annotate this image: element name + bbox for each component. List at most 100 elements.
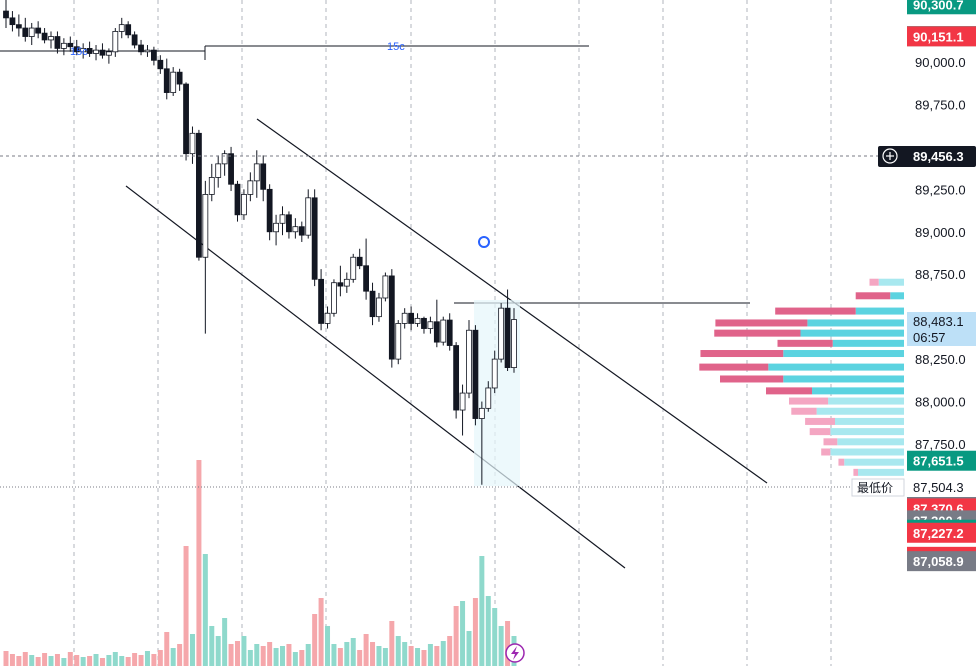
volume-bar-18	[119, 656, 125, 666]
candle-79	[511, 308, 517, 373]
lowest-price-tag-text: 最低价	[857, 481, 893, 495]
candle-65	[421, 316, 427, 334]
volume-bar-74	[479, 556, 485, 666]
volume-bar-6	[42, 653, 48, 666]
volume-bar-58	[376, 646, 382, 666]
volume-bar-7	[48, 656, 54, 666]
candle-55	[356, 248, 363, 270]
volume-bar-45	[292, 652, 298, 666]
profile-buy-2	[855, 307, 904, 315]
profile-sell-15	[821, 448, 831, 456]
profile-sell-8	[720, 375, 784, 383]
profile-sell-9	[766, 387, 812, 395]
profile-buy-10	[828, 397, 904, 405]
candle-40	[260, 155, 267, 202]
candle-21	[138, 39, 144, 56]
candle-17	[112, 28, 119, 57]
svg-text:87,227.2: 87,227.2	[913, 526, 964, 541]
volume-bar-70	[453, 606, 459, 666]
candle-9	[60, 38, 67, 56]
profile-sell-10	[789, 397, 829, 405]
candle-71	[459, 384, 466, 436]
y-tick-label-3: 89,000.0	[915, 225, 966, 240]
crosshair-price-label[interactable]: 89,456.3	[878, 146, 976, 167]
candle-66	[427, 316, 434, 334]
svg-text:90,300.7: 90,300.7	[913, 0, 964, 12]
candle-62	[401, 308, 408, 329]
candle-36	[234, 180, 241, 222]
volume-profile	[699, 278, 904, 487]
profile-sell-5	[777, 339, 833, 347]
volume-bar-9	[61, 658, 67, 666]
price-lines	[0, 155, 905, 488]
profile-buy-16	[844, 458, 904, 466]
volume-bar-29	[189, 634, 195, 666]
profile-buy-7	[768, 363, 904, 371]
profile-sell-7	[699, 363, 769, 371]
volume-bar-5	[35, 657, 41, 666]
profile-sell-14	[823, 438, 838, 446]
volume-bar-66	[427, 644, 433, 666]
candle-2	[15, 14, 22, 37]
candle-58	[376, 292, 382, 322]
candle-11	[73, 39, 80, 56]
volume-bar-43	[280, 646, 286, 666]
volume-bars	[3, 460, 517, 666]
price-axis[interactable]: 90,000.0 89,750.0 89,250.0 89,000.0 88,750.0…	[878, 0, 976, 666]
volume-bar-59	[382, 648, 388, 666]
volume-bar-35	[228, 644, 234, 666]
candle-16	[105, 48, 112, 64]
profile-buy-14	[837, 438, 904, 446]
profile-sell-16	[838, 458, 845, 466]
candle-60	[388, 269, 395, 368]
candle-4	[28, 22, 35, 46]
volume-bar-21	[138, 655, 144, 666]
profile-sell-4	[714, 329, 801, 337]
candle-31	[202, 180, 209, 334]
lowest-price-label: 87,504.3	[907, 477, 976, 497]
candle-37	[241, 189, 247, 220]
volume-bar-78	[505, 621, 511, 666]
profile-sell-11	[791, 407, 817, 415]
profile-buy-3	[807, 319, 904, 327]
candles	[3, 0, 517, 485]
volume-bar-63	[408, 646, 414, 666]
volume-bar-8	[54, 654, 60, 666]
profile-buy-11	[816, 407, 904, 415]
candle-46	[298, 221, 305, 242]
candle-70	[453, 342, 460, 419]
add-alert-icon[interactable]	[882, 148, 898, 164]
candle-20	[131, 31, 138, 49]
drawing-anchor-handle[interactable]	[478, 236, 490, 248]
channel-lower-line[interactable]	[125, 185, 626, 569]
volume-bar-76	[492, 608, 498, 666]
volume-bar-77	[498, 626, 504, 666]
volume-bar-34	[222, 618, 228, 666]
volume-bar-68	[440, 641, 446, 666]
candle-6	[41, 28, 48, 44]
volume-bar-40	[260, 646, 266, 666]
profile-sell-0	[869, 278, 879, 286]
candle-19	[125, 21, 132, 39]
profile-buy-9	[812, 387, 904, 395]
candle-44	[286, 211, 292, 239]
flash-button[interactable]	[505, 643, 525, 663]
candle-51	[331, 279, 337, 317]
volume-bar-41	[267, 642, 273, 666]
candle-57	[369, 282, 376, 326]
volume-bar-67	[434, 646, 440, 666]
volume-bar-39	[254, 644, 260, 666]
candle-18	[118, 17, 125, 39]
volume-bar-10	[67, 652, 73, 666]
volume-bar-55	[357, 650, 363, 666]
candle-68	[440, 316, 447, 346]
candle-63	[408, 306, 415, 331]
y-tick-label-5: 88,250.0	[915, 352, 966, 367]
volume-bar-65	[421, 650, 427, 666]
grid	[73, 0, 832, 666]
profile-buy-12	[835, 417, 904, 425]
candle-45	[292, 218, 299, 239]
candle-77	[498, 303, 505, 363]
candle-10	[67, 36, 74, 52]
